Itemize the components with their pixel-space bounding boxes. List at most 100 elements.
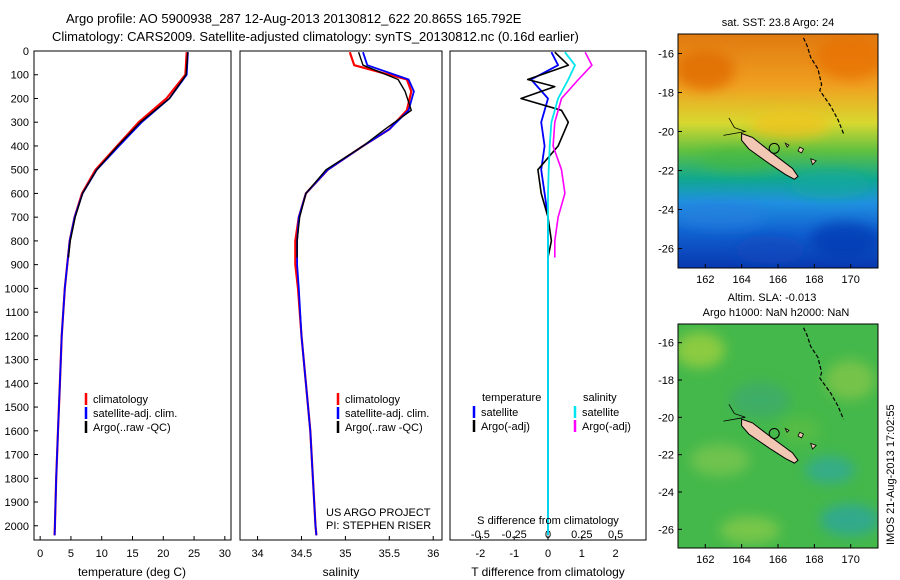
x-tick-label: 25 — [188, 548, 200, 560]
x-tick-label: 20 — [157, 548, 169, 560]
sst-map-axes: 162 164 166 168 170 -16 -18 -20 -22 -24 -26 — [658, 49, 860, 287]
map-x-tick-label: 170 — [842, 554, 860, 566]
depth-tick-label: 1600 — [5, 426, 29, 438]
sla-map-land — [723, 327, 845, 464]
depth-tick-label: 1100 — [5, 307, 29, 319]
map-y-tick-label: -26 — [658, 244, 674, 256]
reef-outline — [723, 404, 746, 422]
loyalty-island — [810, 158, 817, 166]
map-x-tick-label: 170 — [842, 274, 860, 286]
sla-argo-marker — [768, 427, 780, 439]
salinity-series — [294, 51, 415, 536]
map-y-tick-label: -20 — [658, 412, 674, 424]
x-tick-label: 36 — [427, 548, 439, 560]
map-x-tick-label: 164 — [732, 554, 750, 566]
legend-label-t-satellite: satellite — [481, 407, 518, 419]
sla-map-axes: 162 164 166 168 170 -16 -18 -20 -22 -24 -26 — [658, 338, 860, 566]
map-y-tick-label: -24 — [658, 205, 674, 217]
temperature-x-axis: 0 5 10 15 20 25 30 — [37, 536, 231, 560]
map-x-tick-label: 166 — [769, 554, 787, 566]
x-tick-label: 10 — [96, 548, 108, 560]
depth-tick-label: 1700 — [5, 450, 29, 462]
legend-label-s-argo: Argo(-adj) — [582, 421, 631, 433]
sst-argo-marker — [768, 142, 780, 154]
depth-tick-label: 800 — [11, 236, 29, 248]
map-y-tick-label: -18 — [658, 88, 674, 100]
map-x-tick-label: 168 — [805, 274, 823, 286]
series-line-argo-raw-qc- — [67, 52, 189, 258]
temperature-x-label: temperature (deg C) — [78, 565, 186, 579]
s-diff-tick-label: -0.5 — [471, 529, 490, 541]
project-annotation: US ARGO PROJECT — [326, 507, 431, 519]
loyalty-island — [797, 146, 805, 154]
s-difference-label: S difference from climatology — [477, 515, 619, 527]
legend-label-climatology: climatology — [345, 394, 401, 406]
depth-tick-label: 1200 — [5, 331, 29, 343]
map-y-tick-label: -16 — [658, 49, 674, 61]
series-line-s-argo-adj- — [552, 51, 593, 258]
depth-tick-label: 700 — [11, 212, 29, 224]
depth-tick-label: 1800 — [5, 473, 29, 485]
temperature-series — [53, 52, 189, 536]
x-tick-label: -2 — [476, 548, 486, 560]
legend-title-temperature: temperature — [482, 392, 541, 404]
sst-map-field — [678, 34, 878, 268]
temperature-legend: climatology satellite-adj. clim. Argo(..… — [84, 393, 177, 434]
depth-tick-label: 1900 — [5, 497, 29, 509]
depth-tick-label: 900 — [11, 260, 29, 272]
x-tick-label: 35.5 — [379, 548, 400, 560]
depth-tick-label: 500 — [11, 165, 29, 177]
pi-annotation: PI: STEPHEN RISER — [326, 520, 431, 532]
sla-map-field — [678, 324, 878, 548]
depth-tick-label: 100 — [11, 70, 29, 82]
s-diff-tick-label: 0.5 — [608, 529, 623, 541]
s-difference-x-axis: -0.5 -0.25 0 0.25 0.5 — [471, 529, 623, 541]
vanuatu-islands — [802, 37, 845, 134]
series-line-satellite-adj-clim- — [296, 51, 415, 536]
legend-label-t-argo: Argo(-adj) — [481, 421, 530, 433]
depth-axis: 0 100 200 300 400 500 600 700 800 900 1000 1100 1200… — [5, 46, 38, 533]
map-x-tick-label: 166 — [769, 274, 787, 286]
map-y-tick-label: -24 — [658, 487, 674, 499]
sst-map-land — [723, 37, 845, 180]
map-x-tick-label: 162 — [696, 554, 714, 566]
loyalty-island — [797, 431, 805, 439]
sla-map-subtitle: Argo h1000: NaN h2000: NaN — [703, 307, 850, 319]
x-tick-label: 15 — [126, 548, 138, 560]
s-diff-tick-label: 0.25 — [571, 529, 592, 541]
sst-map-panel: sat. SST: 23.8 Argo: 24 162 164 166 168 170 -… — [658, 17, 879, 287]
salinity-plot-frame — [239, 50, 443, 541]
x-tick-label: -1 — [509, 548, 519, 560]
depth-tick-label: 1400 — [5, 378, 29, 390]
sla-map-panel: Altim. SLA: -0.013 Argo h1000: NaN h2000… — [658, 292, 879, 566]
t-difference-label: T difference from climatology — [471, 565, 625, 579]
map-y-tick-label: -22 — [658, 166, 674, 178]
depth-tick-label: 600 — [11, 188, 29, 200]
series-line-s-satellite — [547, 51, 576, 536]
reef-outline — [723, 117, 747, 136]
depth-tick-label: 400 — [11, 141, 29, 153]
new-caledonia-land — [741, 418, 799, 464]
map-y-tick-label: -16 — [658, 338, 674, 350]
salinity-legend: climatology satellite-adj. clim. Argo(..… — [336, 393, 429, 434]
vanuatu-islands — [802, 327, 845, 420]
salinity-x-axis: 34 34.5 35 35.5 36 — [251, 536, 439, 560]
x-tick-label: 0 — [545, 548, 551, 560]
sla-map-title: Altim. SLA: -0.013 — [728, 292, 817, 304]
x-tick-label: 0 — [37, 548, 43, 560]
side-caption: IMOS 21-Aug-2013 17:02:55 — [885, 404, 897, 545]
depth-tick-label: 1500 — [5, 402, 29, 414]
map-y-tick-label: -18 — [658, 375, 674, 387]
depth-tick-label: 1000 — [5, 283, 29, 295]
x-tick-label: 2 — [613, 548, 619, 560]
depth-tick-label: 0 — [23, 46, 29, 58]
x-tick-label: 34.5 — [291, 548, 312, 560]
map-x-tick-label: 168 — [805, 554, 823, 566]
x-tick-label: 35 — [339, 548, 351, 560]
difference-legend: temperature salinity satellite Argo(-adj… — [472, 392, 631, 433]
loyalty-island — [810, 442, 817, 450]
difference-series — [520, 51, 593, 536]
salinity-panel: 34 34.5 35 35.5 36 salinity climatology sate… — [239, 50, 443, 579]
depth-tick-label: 300 — [11, 117, 29, 129]
